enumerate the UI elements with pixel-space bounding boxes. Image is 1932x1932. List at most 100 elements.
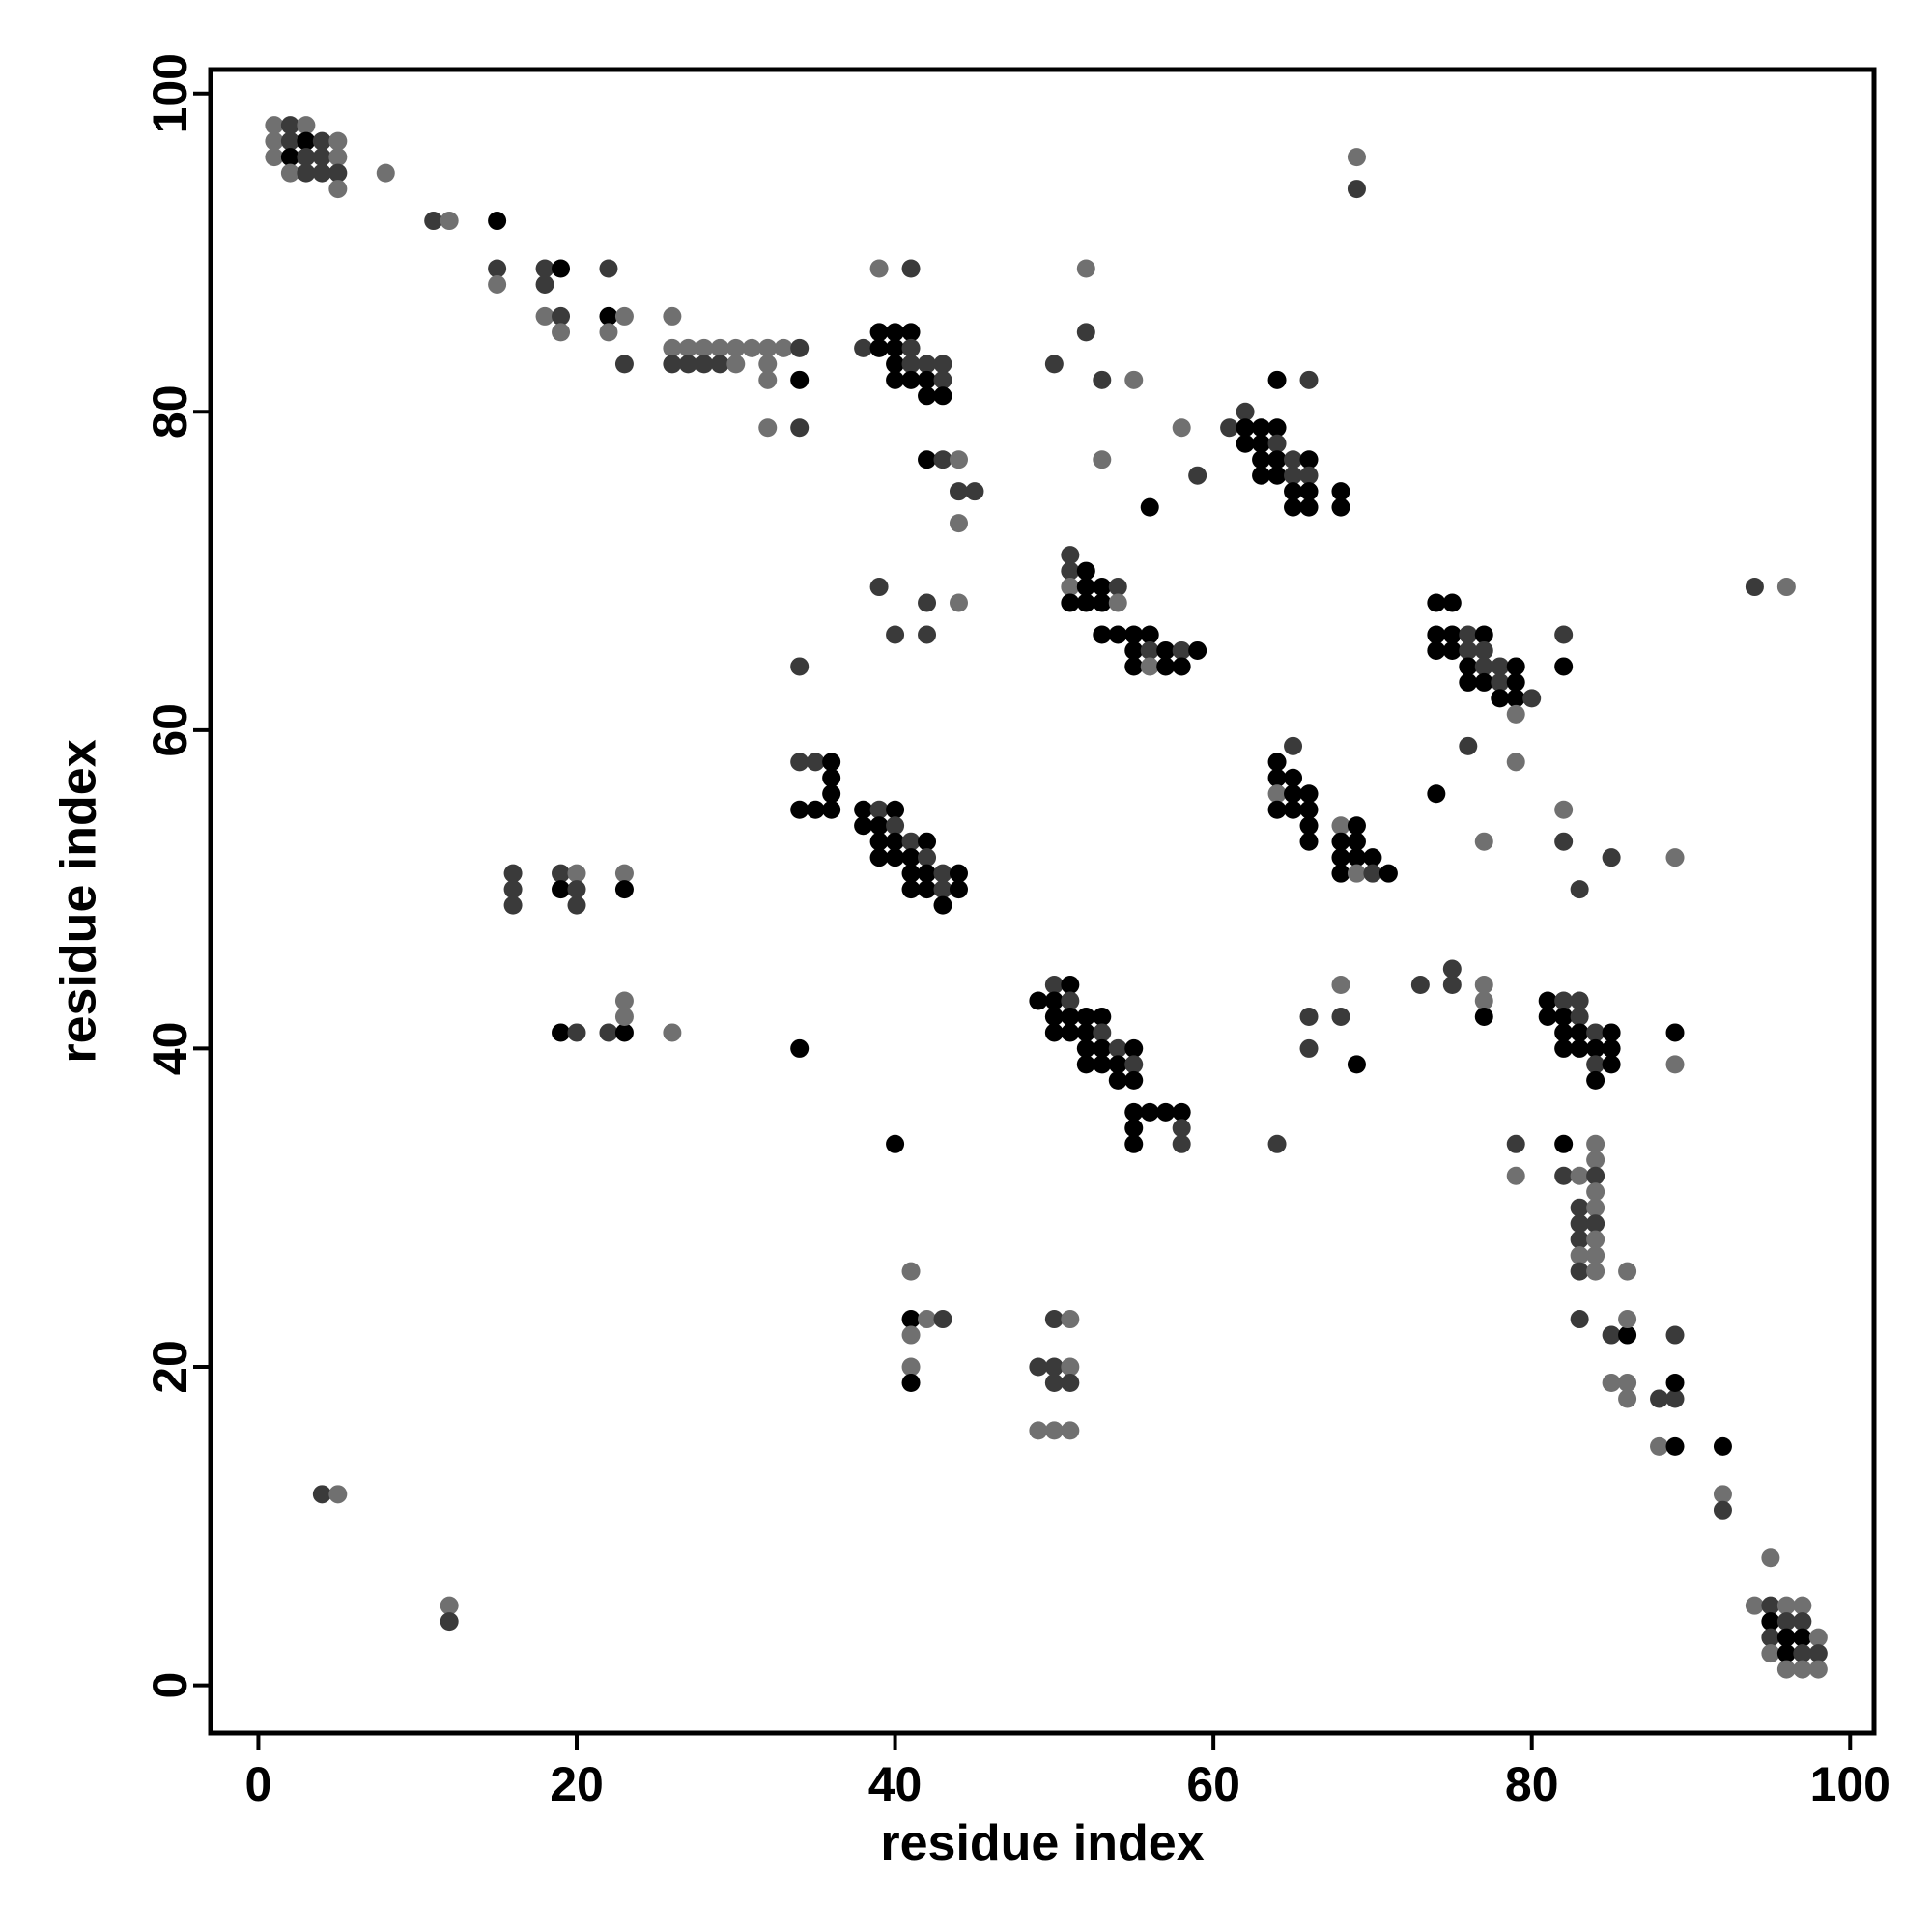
- contact-point: [901, 880, 921, 899]
- contact-point: [886, 832, 905, 851]
- contact-point: [567, 895, 586, 915]
- contact-point: [1093, 578, 1112, 597]
- contact-point: [1076, 1038, 1095, 1058]
- contact-point: [1538, 991, 1557, 1010]
- contact-point: [1061, 991, 1080, 1010]
- contact-point: [1427, 784, 1446, 804]
- contact-point: [1363, 864, 1382, 883]
- contact-point: [1410, 976, 1430, 995]
- contact-point: [1029, 1357, 1048, 1377]
- contact-point: [901, 1357, 921, 1377]
- contact-point: [1554, 1023, 1574, 1042]
- contact-point: [1506, 1166, 1525, 1185]
- contact-point: [790, 1038, 810, 1058]
- contact-point: [1491, 657, 1510, 676]
- contact-point: [774, 338, 793, 357]
- contact-point: [1459, 657, 1478, 676]
- contact-point: [1124, 1070, 1144, 1090]
- contact-point: [614, 1007, 634, 1026]
- contact-point: [440, 1612, 459, 1632]
- contact-point: [678, 338, 697, 357]
- contact-point: [1713, 1436, 1732, 1456]
- contact-point: [1331, 832, 1350, 851]
- contact-point: [1570, 1007, 1589, 1026]
- contact-point: [790, 338, 810, 357]
- contact-point: [440, 1596, 459, 1615]
- contact-point: [901, 864, 921, 883]
- contact-point: [1347, 832, 1366, 851]
- contact-point: [1347, 848, 1366, 867]
- contact-point: [1284, 450, 1303, 469]
- contact-point: [1108, 1070, 1127, 1090]
- contact-point: [312, 1485, 331, 1504]
- contact-point: [1442, 593, 1462, 612]
- contact-point: [1331, 816, 1350, 836]
- y-tick-label: 60: [143, 703, 197, 757]
- contact-point: [1124, 657, 1144, 676]
- contact-point: [695, 338, 714, 357]
- contact-point: [790, 657, 810, 676]
- contact-point: [1172, 657, 1191, 676]
- contact-point: [440, 212, 459, 231]
- contact-point: [1474, 625, 1493, 644]
- contact-point: [901, 370, 921, 389]
- contact-point: [280, 131, 299, 151]
- contact-point: [535, 306, 554, 326]
- contact-point: [1093, 1055, 1112, 1074]
- contact-point: [918, 832, 937, 851]
- contact-point: [1267, 784, 1287, 804]
- contact-point: [949, 514, 968, 533]
- contact-point: [1793, 1644, 1812, 1663]
- contact-point: [1267, 768, 1287, 787]
- contact-point: [901, 355, 921, 374]
- contact-point: [1252, 418, 1271, 438]
- contact-point: [1776, 1628, 1796, 1647]
- contact-point: [1570, 991, 1589, 1010]
- contact-point: [901, 1262, 921, 1281]
- contact-point: [1586, 1070, 1605, 1090]
- contact-point: [1554, 1134, 1574, 1153]
- contact-point: [1124, 370, 1144, 389]
- contact-point: [1793, 1628, 1812, 1647]
- contact-point: [1427, 625, 1446, 644]
- contact-point: [328, 163, 348, 183]
- contact-point: [1299, 497, 1319, 517]
- contact-point: [1602, 1055, 1621, 1074]
- contact-point: [312, 163, 331, 183]
- contact-point: [1076, 1055, 1095, 1074]
- contact-point: [901, 338, 921, 357]
- contact-point: [1093, 1007, 1112, 1026]
- contact-point: [854, 816, 873, 836]
- contact-point: [758, 370, 778, 389]
- contact-point: [1665, 1325, 1685, 1345]
- contact-point: [949, 450, 968, 469]
- y-tick-label: 40: [143, 1022, 197, 1076]
- contact-point: [1140, 625, 1159, 644]
- contact-point: [1745, 578, 1764, 597]
- contact-point: [1808, 1628, 1828, 1647]
- contact-point: [552, 1023, 571, 1042]
- plot-frame: [208, 67, 1877, 1736]
- contact-point: [1093, 593, 1112, 612]
- contact-point: [710, 355, 729, 374]
- contact-point: [1474, 832, 1493, 851]
- contact-point: [552, 864, 571, 883]
- contact-point: [1267, 753, 1287, 772]
- contact-point: [1044, 1310, 1064, 1329]
- contact-point: [1044, 1357, 1064, 1377]
- contact-point: [1172, 1102, 1191, 1122]
- contact-point: [1554, 800, 1574, 819]
- contact-point: [1347, 148, 1366, 167]
- x-tick-label: 100: [1810, 1757, 1890, 1811]
- contact-point: [280, 163, 299, 183]
- contact-point: [1442, 640, 1462, 660]
- contact-point: [1029, 1421, 1048, 1440]
- contact-point: [1331, 1007, 1350, 1026]
- contact-point: [1347, 864, 1366, 883]
- contact-point: [886, 370, 905, 389]
- contact-point: [1554, 657, 1574, 676]
- contact-point: [918, 370, 937, 389]
- contact-point: [1554, 1166, 1574, 1185]
- contact-point: [1299, 450, 1319, 469]
- contact-point: [1378, 864, 1398, 883]
